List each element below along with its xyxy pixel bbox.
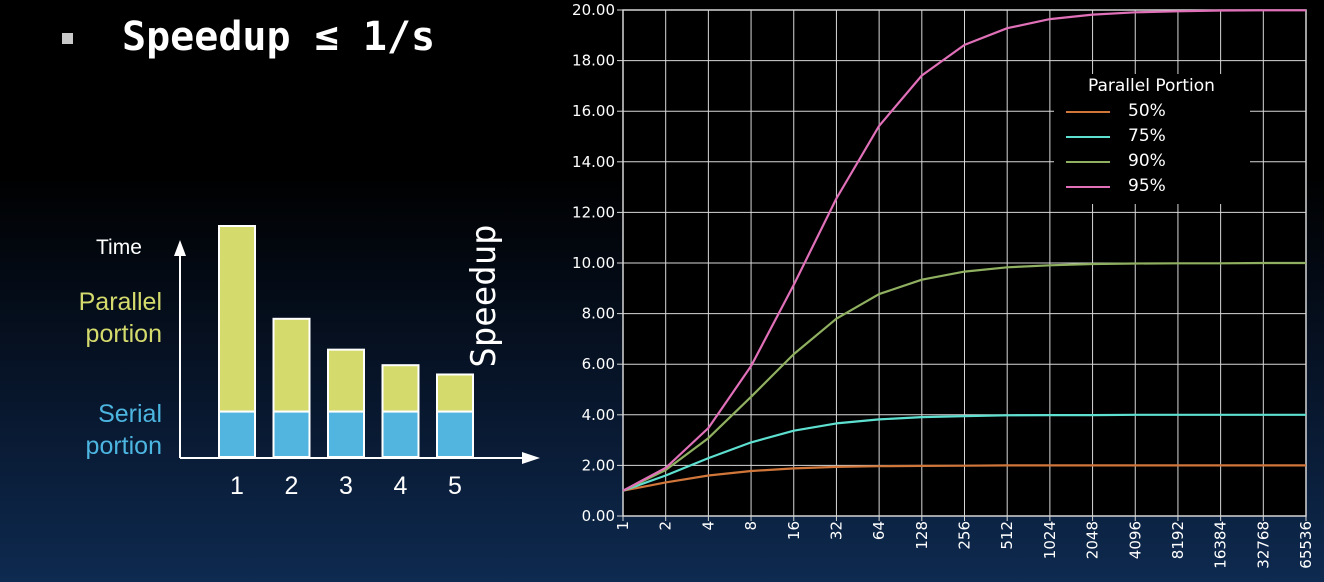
x-tick-label: 8192 xyxy=(1169,521,1187,559)
y-tick-label: 6.00 xyxy=(582,355,615,373)
processor-tick-label: 5 xyxy=(448,472,462,500)
chart-x-ticks: 1 2 4 8 16 32 64 128 256 512 1024 2048 4096 8192 16384… xyxy=(614,516,1315,569)
legend-label-90: 90% xyxy=(1128,151,1166,171)
legend-label-50: 50% xyxy=(1128,101,1166,121)
x-tick-label: 65536 xyxy=(1297,521,1315,569)
illustration-y-arrow xyxy=(174,240,186,256)
x-tick-label: 2 xyxy=(657,521,675,531)
serial-portion-label: Serial portion xyxy=(85,400,162,460)
serial-bar xyxy=(436,410,474,459)
legend-item-90: 90% xyxy=(1066,150,1250,174)
x-tick-label: 4096 xyxy=(1126,521,1144,559)
series-line-50 xyxy=(622,464,1306,492)
y-tick-label: 10.00 xyxy=(572,254,615,272)
legend-item-95: 95% xyxy=(1066,175,1250,199)
x-tick-label: 256 xyxy=(956,521,974,550)
serial-bar xyxy=(218,410,256,459)
parallel-portion-label: Parallel portion xyxy=(78,288,162,348)
x-tick-label: 512 xyxy=(998,521,1016,550)
y-tick-label: 12.00 xyxy=(572,203,615,221)
chart-y-ticks: 0.00 2.00 4.00 6.00 8.00 10.00 12.00 14.00 16.00… xyxy=(572,1,623,525)
series-line-90 xyxy=(622,261,1306,492)
processor-tick-label: 2 xyxy=(285,472,299,500)
y-tick-label: 20.00 xyxy=(572,1,615,19)
x-tick-label: 4 xyxy=(699,521,717,531)
legend-title: Parallel Portion xyxy=(1088,76,1215,96)
y-tick-label: 8.00 xyxy=(582,305,615,323)
legend-swatch-75 xyxy=(1066,136,1110,138)
y-tick-label: 18.00 xyxy=(572,52,615,70)
series-line-95 xyxy=(622,9,1306,492)
legend-swatch-95 xyxy=(1066,186,1110,188)
illustration-x-ticks: 1 2 3 4 5 xyxy=(230,472,462,500)
x-tick-label: 8 xyxy=(742,521,760,531)
illustration-bars xyxy=(218,225,474,459)
x-tick-label: 128 xyxy=(913,521,931,550)
y-tick-label: 14.00 xyxy=(572,153,615,171)
processor-tick-label: 4 xyxy=(394,472,408,500)
y-tick-label: 16.00 xyxy=(572,102,615,120)
processor-tick-label: 3 xyxy=(339,472,353,500)
serial-bar xyxy=(272,410,311,459)
processor-tick-label: 1 xyxy=(230,472,244,500)
x-tick-label: 32768 xyxy=(1254,521,1272,569)
parallel-bar xyxy=(381,364,420,413)
amdahl-illustration: 1 2 3 4 5 xyxy=(174,225,540,500)
time-axis-label: Time xyxy=(96,236,142,259)
legend-item-75: 75% xyxy=(1066,125,1250,149)
chart-series xyxy=(622,9,1306,492)
x-tick-label: 16384 xyxy=(1212,521,1230,569)
legend-swatch-90 xyxy=(1066,161,1110,163)
serial-bar xyxy=(381,410,420,459)
legend-swatch-50 xyxy=(1066,111,1110,113)
x-tick-label: 1024 xyxy=(1041,521,1059,559)
parallel-bar xyxy=(436,373,474,413)
y-tick-label: 2.00 xyxy=(582,456,615,474)
parallel-bar xyxy=(218,225,256,413)
legend-label-95: 95% xyxy=(1128,176,1166,196)
x-tick-label: 1 xyxy=(614,521,632,531)
slide-title: Speedup ≤ 1/s xyxy=(122,14,436,60)
x-tick-label: 2048 xyxy=(1084,521,1102,559)
y-tick-label: 4.00 xyxy=(582,406,615,424)
x-tick-label: 16 xyxy=(785,521,803,540)
x-tick-label: 32 xyxy=(827,521,845,540)
series-line-75 xyxy=(622,413,1306,492)
legend-item-50: 50% xyxy=(1066,100,1250,124)
illustration-x-arrow xyxy=(522,452,540,464)
y-tick-label: 0.00 xyxy=(582,507,615,525)
bullet-marker xyxy=(62,33,73,44)
serial-bar xyxy=(327,410,365,459)
x-tick-label: 64 xyxy=(870,521,888,540)
chart-legend: Parallel Portion 50% 75% 90% 95% xyxy=(1054,74,1250,204)
legend-label-75: 75% xyxy=(1128,126,1166,146)
